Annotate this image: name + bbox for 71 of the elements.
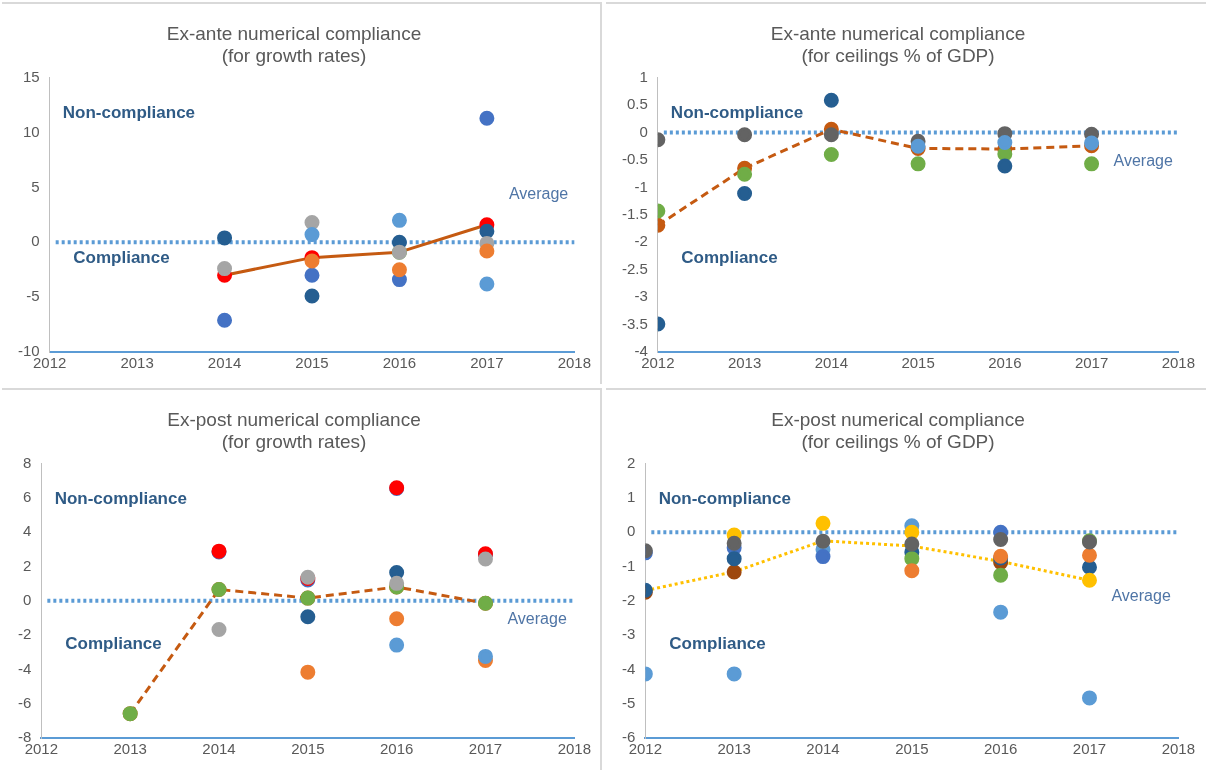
x-tick-label: 2018 (1161, 354, 1195, 372)
annotation: Non-compliance (658, 489, 791, 509)
x-tick-label: 2015 (895, 740, 929, 758)
x-tick-label: 2017 (470, 354, 504, 372)
y-tick-label: 0 (22, 590, 32, 608)
annotation: Average (507, 609, 567, 627)
x-tick-label: 2017 (1072, 740, 1107, 758)
y-tick-label: -4 (621, 659, 636, 677)
x-tick-label: 2015 (291, 740, 325, 758)
x-tick-label: 2013 (120, 354, 154, 372)
x-tick-label: 2013 (717, 740, 751, 758)
y-tick-label: -3.5 (621, 314, 648, 332)
x-tick-label: 2015 (901, 354, 935, 372)
y-tick-label: 8 (22, 453, 32, 471)
annotation: Average (1111, 586, 1171, 604)
y-tick-label: 6 (22, 488, 32, 506)
annotation: Compliance (73, 248, 170, 268)
y-tick-label: 2 (22, 556, 32, 574)
x-tick-label: 2016 (382, 354, 417, 372)
x-tick-label: 2014 (806, 740, 840, 758)
y-tick-label: 10 (22, 122, 40, 140)
chart-title: Ex-post numerical compliance (for ceilings % of GDP) (771, 409, 1025, 453)
annotation: Non-compliance (62, 103, 196, 123)
annotation: Average (508, 185, 569, 203)
y-tick-label: 0 (626, 522, 636, 540)
y-tick-label: 0 (639, 122, 648, 140)
y-tick-label: -1 (634, 177, 648, 195)
y-tick-label: -1.5 (621, 204, 648, 222)
y-tick-label: 1 (639, 67, 648, 85)
y-tick-label: -5 (621, 693, 636, 711)
y-tick-label: -2 (621, 590, 636, 608)
x-tick-label: 2018 (1161, 740, 1195, 758)
chart-title: Ex-ante numerical compliance (for ceilings % of GDP) (770, 23, 1026, 67)
x-tick-label: 2016 (983, 740, 1018, 758)
x-tick-label: 2017 (468, 740, 503, 758)
annotation: Non-compliance (54, 489, 187, 509)
y-tick-label: 1 (626, 488, 636, 506)
y-tick-label: 2 (626, 453, 636, 471)
x-tick-label: 2017 (1074, 354, 1109, 372)
x-tick-label: 2013 (727, 354, 762, 372)
x-tick-label: 2014 (207, 354, 242, 372)
y-tick-label: -6 (17, 693, 32, 711)
y-tick-label: -4 (17, 659, 32, 677)
x-tick-label: 2015 (295, 354, 329, 372)
y-tick-label: -2 (634, 232, 648, 250)
y-tick-label: -3 (621, 625, 636, 643)
x-tick-label: 2014 (202, 740, 236, 758)
annotation: Compliance (669, 634, 766, 654)
x-tick-label: 2014 (814, 354, 849, 372)
y-tick-label: -0.5 (621, 150, 648, 168)
annotation: Compliance (681, 248, 778, 268)
y-tick-label: 0.5 (626, 95, 648, 113)
y-tick-label: 0 (31, 232, 40, 250)
chart-title: Ex-post numerical compliance (for growth rates) (167, 409, 421, 453)
y-tick-label: 15 (22, 67, 40, 85)
y-tick-label: -5 (26, 287, 40, 305)
y-tick-label: -2 (17, 625, 32, 643)
annotation: Average (1113, 152, 1173, 170)
y-tick-label: -3 (634, 287, 648, 305)
annotation: Non-compliance (670, 103, 804, 123)
x-tick-label: 2013 (113, 740, 147, 758)
x-tick-label: 2018 (557, 740, 591, 758)
y-tick-label: 4 (22, 522, 32, 540)
y-tick-label: 5 (31, 177, 40, 195)
chart-title: Ex-ante numerical compliance (for growth rates) (166, 23, 422, 67)
y-tick-label: -2.5 (621, 259, 648, 277)
x-tick-label: 2018 (557, 354, 591, 372)
y-tick-label: -1 (621, 556, 636, 574)
annotation: Compliance (65, 634, 162, 654)
x-tick-label: 2016 (379, 740, 414, 758)
x-tick-label: 2016 (988, 354, 1022, 372)
